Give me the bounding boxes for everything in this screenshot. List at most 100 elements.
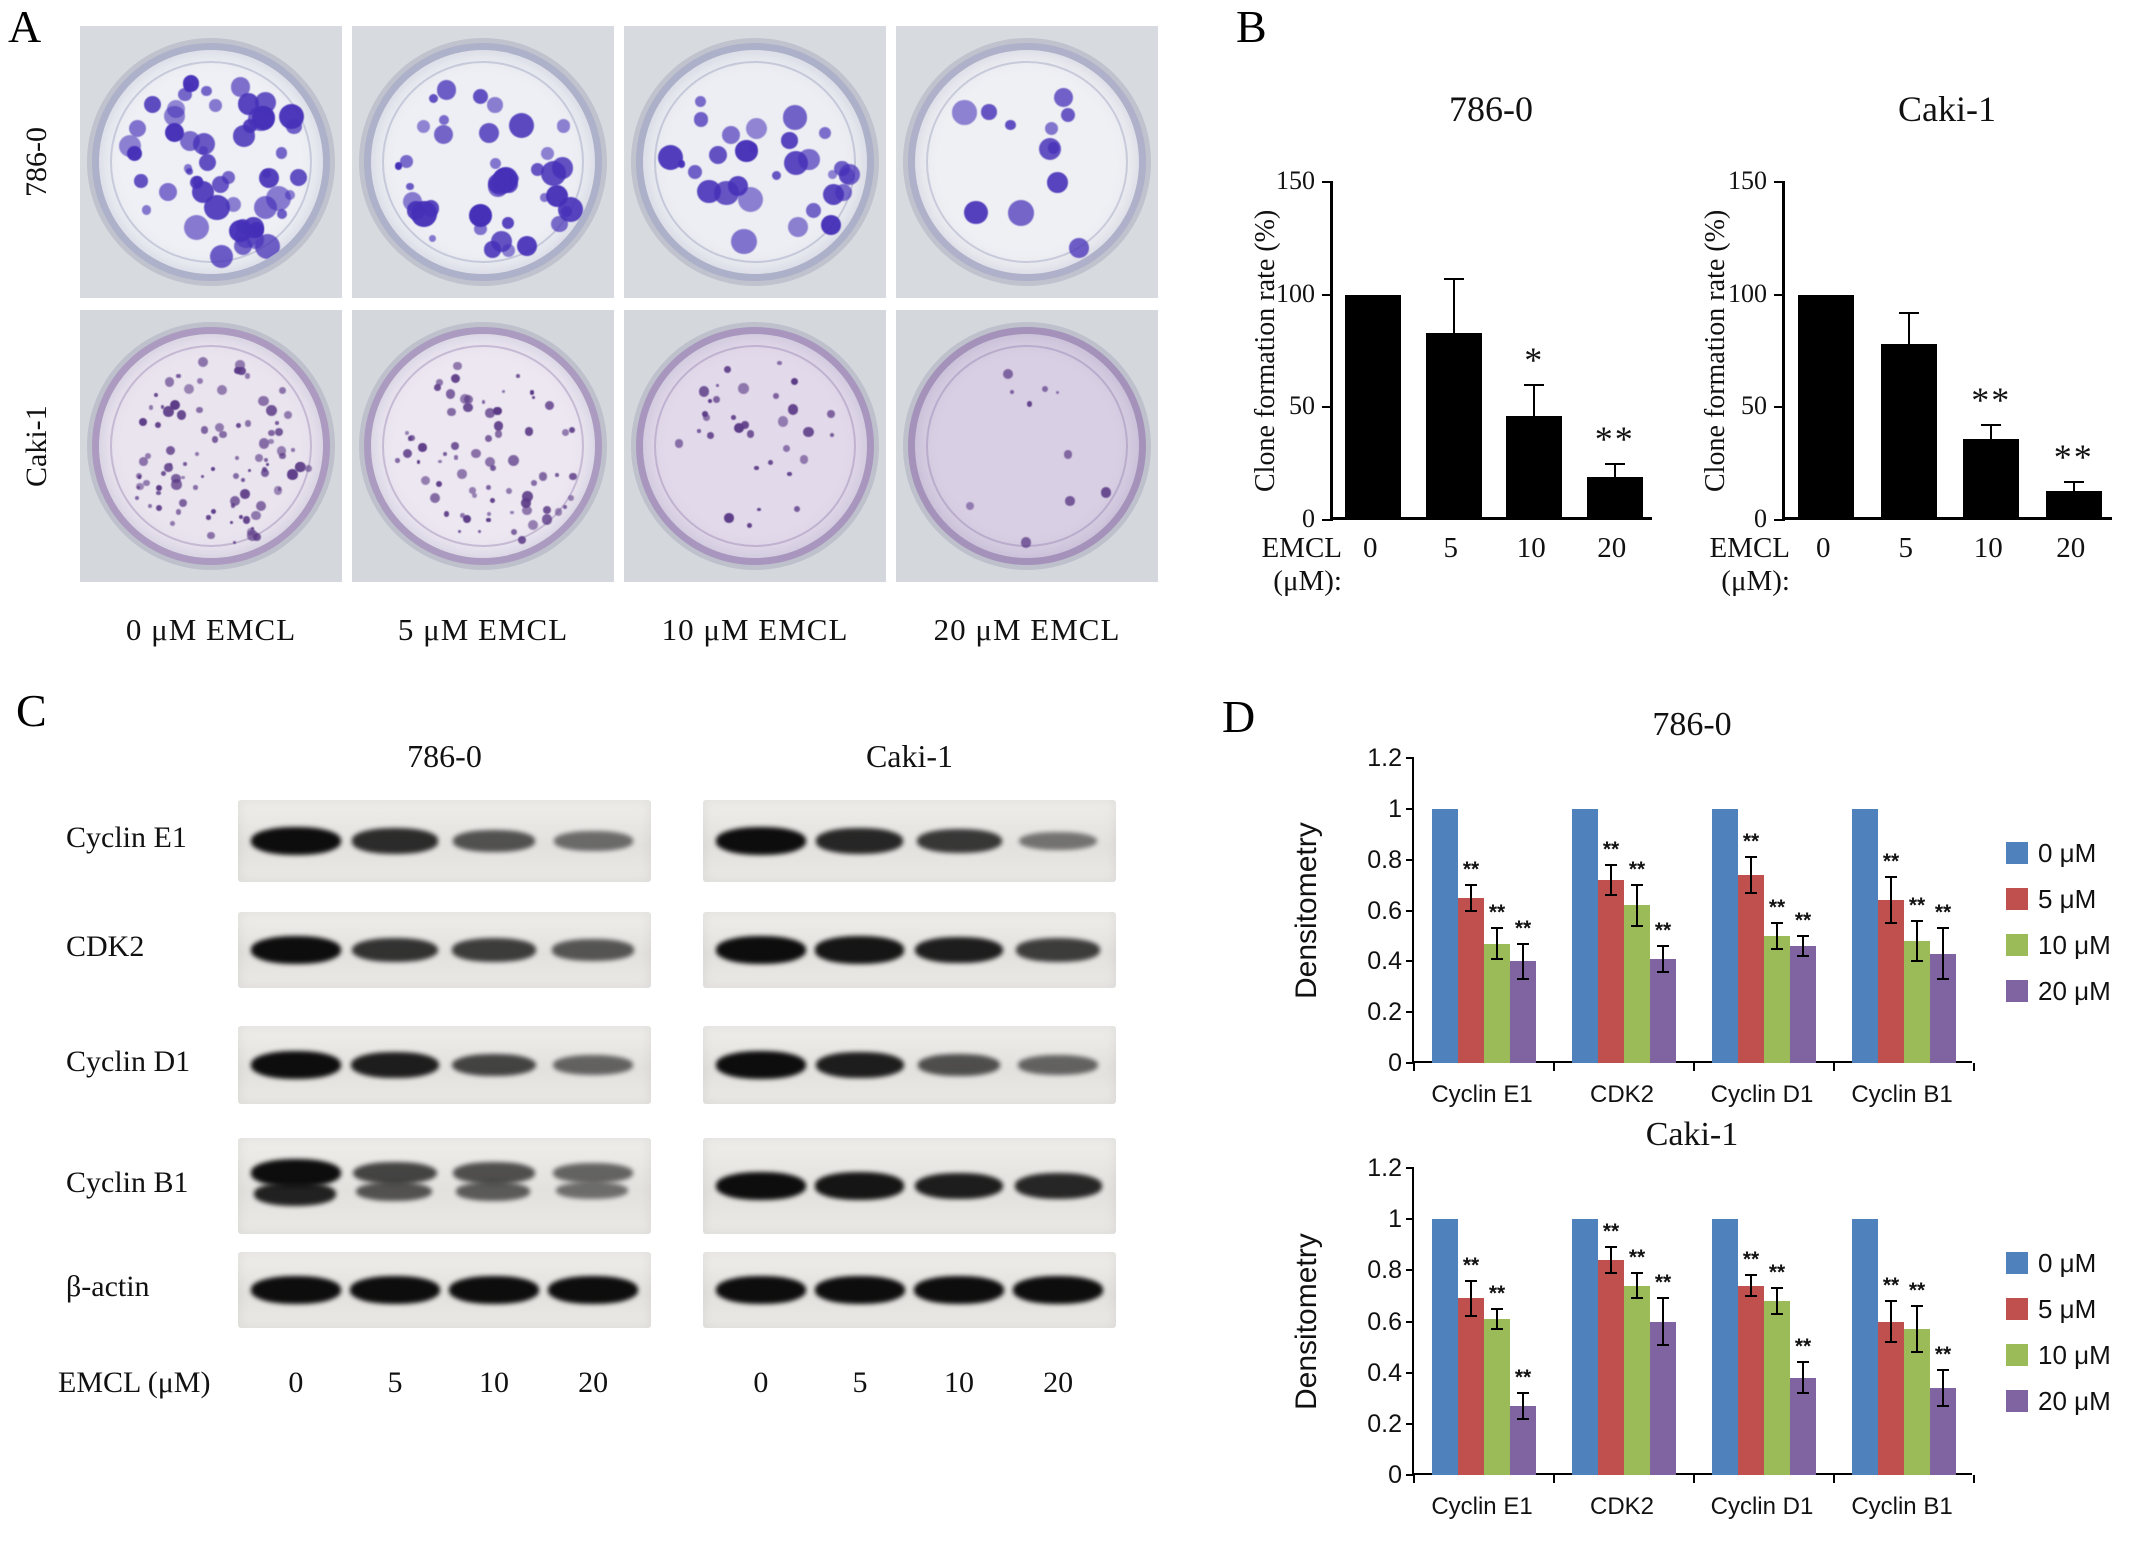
colony-spot	[235, 422, 242, 429]
category-label: Cyclin D1	[1710, 1081, 1814, 1108]
colony-spot	[777, 416, 789, 427]
colony-spot	[204, 195, 230, 221]
protein-band	[548, 1276, 639, 1304]
colony-spot	[469, 203, 493, 227]
error-bar	[1890, 877, 1892, 924]
colony-spot	[240, 489, 251, 500]
y-tick-label: 100	[1728, 278, 1767, 308]
error-bar	[1533, 384, 1536, 417]
colony-spot	[193, 485, 198, 490]
error-bar-cap	[1465, 884, 1477, 887]
colony-spot	[1002, 369, 1014, 380]
colony-spot	[489, 497, 496, 504]
y-tick-label: 0.4	[1367, 947, 1402, 976]
colony-spot	[405, 431, 410, 436]
error-bar	[1636, 1272, 1638, 1299]
colony-dish-photo	[624, 26, 886, 298]
x-tick-label: 20	[2056, 532, 2086, 564]
colony-spot	[1005, 119, 1017, 131]
colony-spot	[233, 125, 256, 147]
y-tick-label: 50	[1741, 391, 1767, 421]
error-bar-cap	[1797, 1392, 1809, 1395]
colony-spot	[794, 506, 801, 513]
colony-spot	[838, 167, 855, 184]
colony-spot	[965, 502, 974, 511]
colony-spot	[428, 234, 437, 243]
colony-spot	[201, 86, 212, 97]
y-tick-label: 0	[1302, 504, 1315, 533]
colony-spot	[142, 205, 152, 215]
colony-spot	[805, 203, 821, 219]
colony-spot	[183, 383, 194, 394]
colony-spot	[161, 405, 165, 409]
y-tick-mark	[1322, 406, 1333, 409]
western-blot-strip	[238, 1138, 651, 1234]
bar	[1345, 294, 1402, 520]
category-label: Cyclin E1	[1431, 1081, 1533, 1108]
colony-spot	[1055, 390, 1060, 395]
error-bar-cap	[1517, 978, 1529, 981]
colony-spot	[721, 125, 741, 145]
colony-spot	[279, 452, 286, 460]
colony-spot	[451, 442, 459, 451]
colony-spot	[230, 520, 234, 524]
bar	[1798, 294, 1855, 520]
colony-spot	[207, 531, 216, 540]
bar	[1484, 1318, 1510, 1475]
colony-spot	[486, 511, 491, 517]
colony-spot	[521, 498, 531, 508]
blot-group-header: Caki-1	[865, 738, 954, 774]
colony-dish-photo	[896, 310, 1158, 582]
bar	[1764, 1301, 1790, 1475]
dish-inner-rim	[382, 61, 584, 263]
colony-spot	[1054, 87, 1074, 107]
colony-spot	[544, 400, 555, 411]
error-bar-cap	[1491, 1307, 1503, 1310]
western-blot-strip	[238, 1252, 651, 1328]
colony-spot	[687, 164, 702, 179]
colony-spot	[510, 528, 518, 536]
protein-band	[453, 830, 536, 852]
error-bar-cap	[1937, 927, 1949, 930]
colony-spot	[701, 411, 708, 417]
y-tick-mark	[1406, 757, 1414, 759]
colony-spot	[184, 214, 210, 240]
colony-spot	[209, 99, 222, 112]
error-bar	[1942, 928, 1944, 980]
colony-spot	[489, 464, 496, 472]
colony-spot	[737, 186, 764, 213]
legend-swatch	[2006, 980, 2028, 1002]
error-bar	[1496, 928, 1498, 959]
colony-spot	[556, 119, 571, 134]
colony-spot	[153, 393, 159, 398]
dish-inner-rim	[654, 61, 856, 263]
colony-spot	[485, 457, 496, 468]
protein-band	[250, 827, 341, 855]
legend-swatch	[2006, 1390, 2028, 1412]
y-tick-mark	[1406, 1269, 1414, 1272]
colony-spot	[706, 432, 714, 439]
error-bar-cap	[1443, 277, 1464, 280]
bar	[1764, 935, 1790, 1063]
x-tick-mark	[1553, 1063, 1555, 1071]
colony-spot	[723, 365, 731, 373]
colony-spot	[485, 484, 492, 491]
colony-spot	[233, 366, 241, 375]
colony-spot	[716, 384, 720, 388]
x-tick-mark	[1553, 1475, 1555, 1483]
y-tick-mark	[1774, 519, 1785, 521]
colony-spot	[569, 472, 577, 481]
y-tick-label: 150	[1276, 166, 1315, 195]
colony-spot	[129, 120, 147, 138]
significance-marker: **	[1488, 1281, 1506, 1305]
bar	[1878, 1321, 1904, 1475]
error-bar-cap	[1491, 927, 1503, 930]
protein-band	[814, 1276, 905, 1304]
protein-band	[917, 1054, 1001, 1076]
error-bar-cap	[1745, 1274, 1757, 1277]
colony-spot	[524, 427, 534, 436]
colony-spot	[446, 389, 456, 399]
colony-spot	[126, 145, 143, 162]
colony-spot	[438, 114, 450, 125]
colony-spot	[442, 451, 448, 457]
